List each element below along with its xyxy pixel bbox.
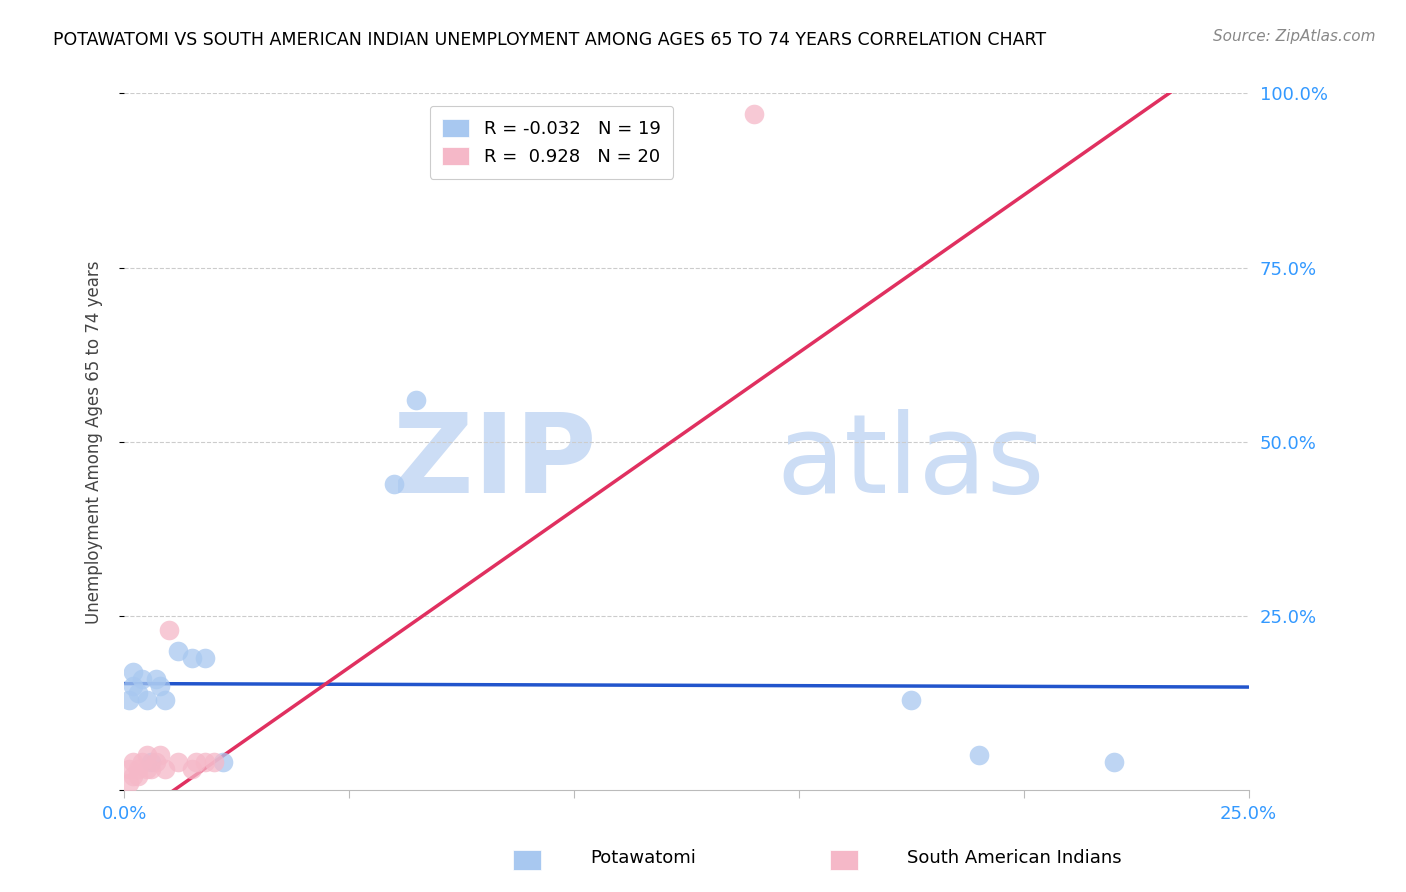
Point xyxy=(122,769,145,783)
Point xyxy=(184,756,207,770)
Text: Source: ZipAtlas.com: Source: ZipAtlas.com xyxy=(1212,29,1375,44)
Text: South American Indians: South American Indians xyxy=(907,849,1122,867)
Point xyxy=(122,665,145,679)
Point xyxy=(194,756,217,770)
Point xyxy=(135,762,157,776)
Point xyxy=(149,748,172,763)
Point xyxy=(127,686,149,700)
Point xyxy=(139,762,162,776)
Point xyxy=(122,756,145,770)
Point xyxy=(900,692,922,706)
Point xyxy=(153,692,176,706)
Point xyxy=(202,756,225,770)
Point xyxy=(167,644,190,658)
Point xyxy=(145,672,167,686)
Text: ZIP: ZIP xyxy=(394,409,596,516)
Point xyxy=(742,107,765,121)
Point xyxy=(127,762,149,776)
Text: atlas: atlas xyxy=(776,409,1045,516)
Point xyxy=(131,672,153,686)
Point xyxy=(157,623,180,637)
Point xyxy=(194,650,217,665)
Point xyxy=(135,748,157,763)
Point xyxy=(1102,756,1125,770)
Point xyxy=(153,762,176,776)
Point xyxy=(117,692,139,706)
Point xyxy=(212,756,235,770)
Point xyxy=(135,692,157,706)
Text: POTAWATOMI VS SOUTH AMERICAN INDIAN UNEMPLOYMENT AMONG AGES 65 TO 74 YEARS CORRE: POTAWATOMI VS SOUTH AMERICAN INDIAN UNEM… xyxy=(53,31,1046,49)
Point xyxy=(180,762,202,776)
Point xyxy=(149,679,172,693)
Point xyxy=(139,756,162,770)
Point xyxy=(180,650,202,665)
Point xyxy=(405,392,427,407)
Point xyxy=(167,756,190,770)
Text: Potawatomi: Potawatomi xyxy=(591,849,696,867)
Point xyxy=(127,769,149,783)
Point xyxy=(122,679,145,693)
Legend: R = -0.032   N = 19, R =  0.928   N = 20: R = -0.032 N = 19, R = 0.928 N = 20 xyxy=(430,106,673,179)
Y-axis label: Unemployment Among Ages 65 to 74 years: Unemployment Among Ages 65 to 74 years xyxy=(86,260,103,624)
Point xyxy=(382,476,405,491)
Point xyxy=(145,756,167,770)
Point xyxy=(131,756,153,770)
Point xyxy=(967,748,990,763)
Point xyxy=(117,762,139,776)
Point xyxy=(117,776,139,790)
